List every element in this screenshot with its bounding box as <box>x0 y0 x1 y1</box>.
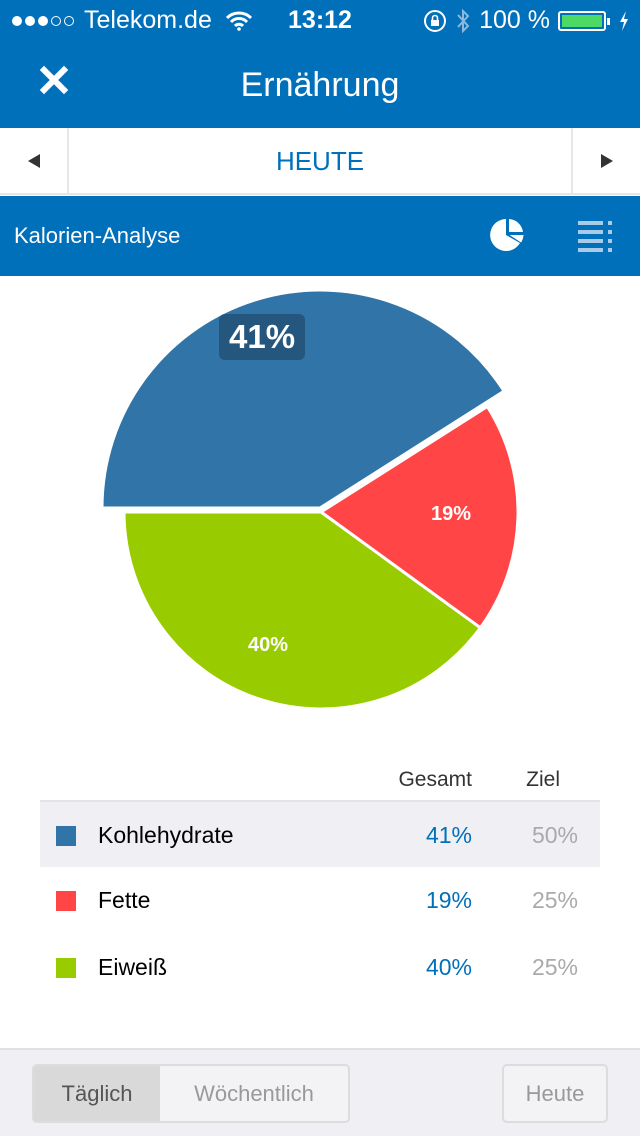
bluetooth-icon <box>457 8 470 33</box>
list-view-button[interactable] <box>576 217 616 253</box>
pie-view-button[interactable] <box>490 217 526 253</box>
list-icon <box>578 221 612 252</box>
row-total: 40% <box>425 954 472 980</box>
table-header: Gesamt Ziel <box>40 760 600 800</box>
header-total: Gesamt <box>398 768 472 791</box>
weekly-tab[interactable]: Wöchentlich <box>160 1066 348 1121</box>
pie-chart: 41% 19% 40% <box>0 276 640 746</box>
pie-slice-0[interactable] <box>100 288 506 510</box>
row-goal: 50% <box>531 822 578 848</box>
row-name: Fette <box>98 887 151 913</box>
row-goal: 25% <box>531 954 578 980</box>
table-row-carbs[interactable]: Kohlehydrate 41% 50% <box>40 800 600 867</box>
table-row-fat[interactable]: Fette 19% 25% <box>40 867 600 934</box>
color-swatch <box>56 958 76 978</box>
pie-slice-1[interactable] <box>319 404 520 630</box>
close-icon <box>39 65 69 95</box>
table-row-protein[interactable]: Eiweiß 40% 25% <box>40 934 600 1001</box>
row-name: Eiweiß <box>98 954 168 980</box>
header-goal: Ziel <box>526 768 560 791</box>
navigation-bar: Ernährung <box>0 40 640 128</box>
row-total: 19% <box>425 887 472 913</box>
page-title: Ernährung <box>240 66 400 104</box>
current-date-label[interactable]: HEUTE <box>275 146 365 176</box>
pie-slice-2[interactable] <box>122 510 482 711</box>
pie-chart-icon <box>490 219 524 251</box>
color-swatch <box>56 826 76 846</box>
battery-percentage: 100 % <box>479 6 550 34</box>
color-swatch <box>56 891 76 911</box>
triangle-left-icon <box>27 153 40 168</box>
carrier-name: Telekom.de <box>84 6 212 34</box>
pie-label-protein: 40% <box>248 634 289 656</box>
status-bar: Telekom.de 13:12 100 % <box>0 0 640 40</box>
section-title: Kalorien-Analyse <box>14 223 181 248</box>
daily-tab[interactable]: Täglich <box>34 1066 160 1121</box>
triangle-right-icon <box>600 153 613 168</box>
rotation-lock-icon <box>424 9 447 32</box>
battery-icon <box>558 10 610 31</box>
charging-icon <box>620 10 628 31</box>
clock: 13:12 <box>288 6 352 34</box>
pie-chart-graphic <box>100 288 520 711</box>
pie-label-carbs: 41% <box>219 314 306 360</box>
bottom-toolbar: Täglich Wöchentlich Heute <box>0 1048 640 1136</box>
section-header: Kalorien-Analyse <box>0 196 640 276</box>
pie-label-fat: 19% <box>431 503 472 525</box>
today-button[interactable]: Heute <box>502 1064 608 1123</box>
row-name: Kohlehydrate <box>98 822 234 848</box>
row-goal: 25% <box>531 887 578 913</box>
wifi-icon <box>225 11 252 31</box>
previous-day-button[interactable] <box>0 128 69 193</box>
next-day-button[interactable] <box>571 128 640 193</box>
signal-strength-icon <box>12 15 74 26</box>
row-total: 41% <box>425 822 472 848</box>
close-button[interactable] <box>36 62 76 102</box>
date-navigator: HEUTE <box>0 128 640 195</box>
period-segmented-control: Täglich Wöchentlich <box>32 1064 350 1123</box>
nutrient-table: Gesamt Ziel Kohlehydrate 41% 50% Fette 1… <box>40 760 600 1001</box>
